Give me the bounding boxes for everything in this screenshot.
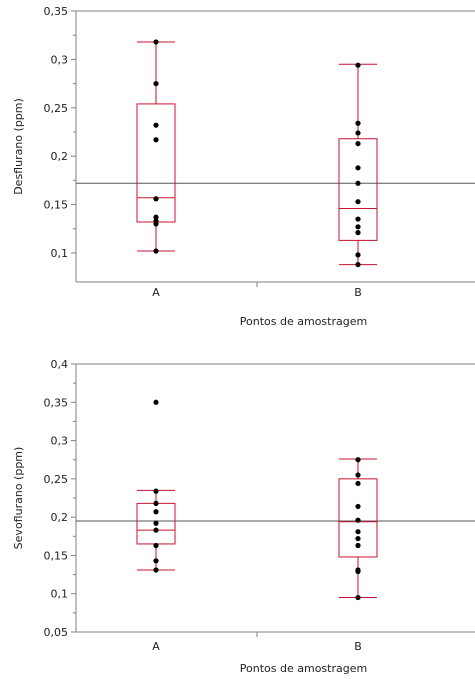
y-tick-label: 0,15 [44, 199, 69, 212]
data-point [153, 527, 159, 533]
data-point [153, 80, 159, 87]
y-tick-label: 0,3 [51, 53, 69, 66]
data-point [355, 517, 361, 523]
y-tick-label: 0,3 [51, 435, 69, 448]
x-axis-title: Pontos de amostragem [240, 315, 367, 328]
data-point [355, 120, 361, 126]
iqr-box [136, 103, 176, 223]
y-tick-label: 0,15 [44, 549, 69, 562]
data-point [153, 196, 159, 202]
y-tick-label: 0,2 [51, 150, 69, 163]
data-point [355, 216, 361, 222]
data-point [355, 457, 361, 463]
x-tick-label: A [152, 286, 160, 299]
desflurano-chart: 0,1 0,15 0,2 0,25 0,3 0,35 A B Pontos de amostra… [12, 5, 475, 328]
data-point [153, 488, 159, 494]
data-point [355, 542, 361, 549]
data-point [355, 140, 361, 147]
data-point [153, 221, 159, 227]
x-axis-title: Pontos de amostragem [240, 662, 367, 675]
iqr-box [338, 478, 378, 558]
data-point [153, 520, 159, 526]
data-point [355, 230, 361, 236]
data-point [355, 472, 361, 478]
data-point [153, 567, 159, 573]
data-point [153, 542, 159, 549]
y-tick-label: 0,2 [51, 511, 69, 524]
data-point [153, 248, 159, 254]
data-point [153, 122, 159, 128]
y-axis-title: Sevoflurano (ppm) [12, 447, 25, 550]
y-tick-label: 0,05 [44, 626, 69, 639]
y-tick-label: 0,35 [44, 396, 69, 409]
x-tick-label: B [354, 640, 362, 653]
iqr-box [338, 138, 378, 241]
box-plot-b [338, 458, 378, 599]
data-point [153, 558, 159, 564]
data-point [355, 480, 361, 487]
sevoflurano-chart: 0,05 0,1 0,15 0,2 0,25 0,3 0,35 0,4 A B Pontos de … [12, 358, 475, 675]
x-tick-label: A [152, 640, 160, 653]
y-tick-label: 0,4 [51, 358, 69, 371]
data-point [355, 261, 361, 268]
data-point [153, 399, 159, 405]
data-point [153, 39, 159, 45]
x-tick-label: B [354, 286, 362, 299]
data-point [355, 529, 361, 535]
data-point [355, 180, 361, 186]
data-point [355, 535, 361, 542]
data-point [355, 594, 361, 601]
data-point [153, 137, 159, 143]
data-point [355, 130, 361, 136]
data-point [153, 509, 159, 515]
data-point [355, 199, 361, 205]
y-axis-title: Desflurano (ppm) [12, 98, 25, 195]
data-point [355, 252, 361, 258]
y-tick-label: 0,35 [44, 5, 69, 18]
y-tick-label: 0,1 [51, 588, 69, 601]
data-point [355, 62, 361, 68]
data-point [355, 503, 361, 510]
y-tick-label: 0,25 [44, 102, 69, 115]
data-point [355, 165, 361, 171]
data-point [153, 500, 159, 506]
data-point [355, 568, 361, 575]
y-tick-label: 0,25 [44, 473, 69, 486]
y-tick-label: 0,1 [51, 247, 69, 260]
data-point [355, 224, 361, 230]
data-point [153, 214, 159, 220]
